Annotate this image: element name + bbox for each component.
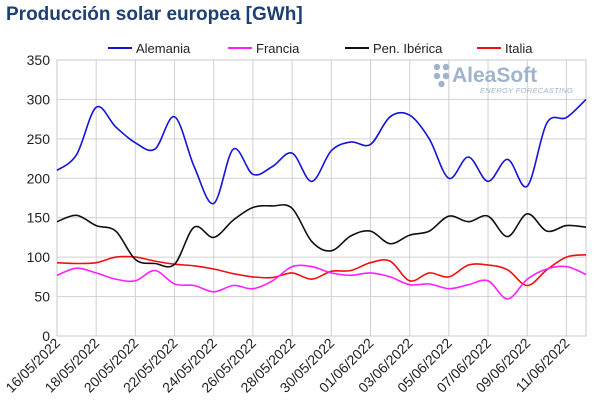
y-tick-label: 250: [27, 131, 51, 147]
legend-item-francia: Francia: [228, 41, 300, 56]
series-lines: [56, 98, 587, 300]
legend-item-italia: Italia: [477, 41, 533, 56]
series-line-pen-ib-rica: [56, 204, 587, 268]
series-line-alemania: [56, 98, 587, 205]
watermark-brand: AleaSoft: [452, 64, 537, 87]
grid: [56, 59, 587, 337]
series-line-francia: [56, 264, 587, 300]
watermark: AleaSoft ENERGY FORECASTING: [433, 63, 573, 95]
y-tick-label: 100: [27, 249, 51, 265]
y-tick-label: 300: [27, 91, 51, 107]
legend-item-alemania: Alemania: [108, 41, 191, 56]
legend-label: Francia: [256, 41, 300, 56]
watermark-tagline: ENERGY FORECASTING: [480, 86, 573, 95]
legend-item-pen-ib-rica: Pen. Ibérica: [345, 41, 443, 56]
legend-label: Alemania: [136, 41, 191, 56]
chart-title: Producción solar europea [GWh]: [6, 4, 303, 25]
plot-area: [56, 59, 587, 337]
legend-label: Italia: [505, 41, 533, 56]
series-line-italia: [56, 254, 587, 287]
y-tick-label: 200: [27, 170, 51, 186]
y-tick-label: 350: [27, 52, 51, 68]
y-tick-label: 0: [42, 328, 50, 344]
aleasoft-logo-icon: [433, 63, 450, 88]
x-axis: 16/05/202218/05/202220/05/202222/05/2022…: [2, 335, 572, 396]
y-tick-label: 50: [34, 289, 50, 305]
y-tick-label: 150: [27, 210, 51, 226]
y-axis: 0 50 100 150 200 250 300 350: [27, 52, 51, 344]
legend-label: Pen. Ibérica: [373, 41, 443, 56]
legend: Alemania Francia Pen. Ibérica Italia: [108, 41, 533, 56]
